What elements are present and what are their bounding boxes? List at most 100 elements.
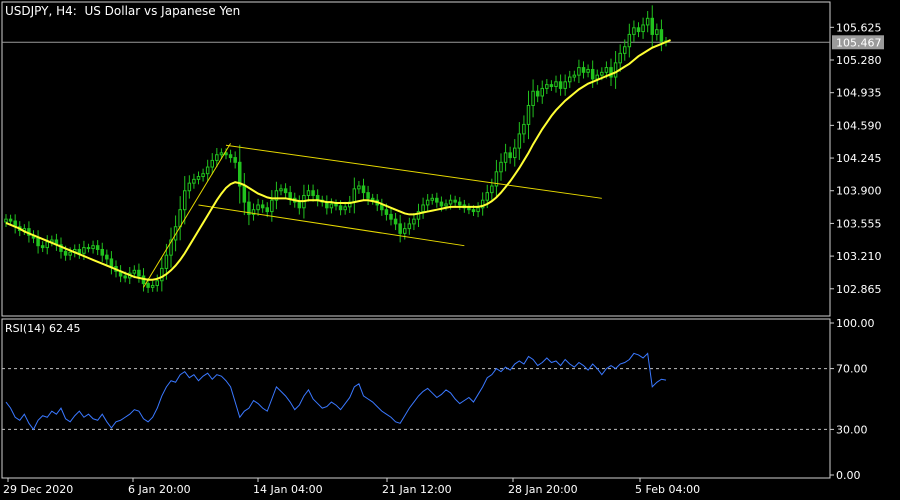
candle-body [187, 182, 192, 192]
candle-body [453, 199, 457, 203]
time-axis-label: 21 Jan 12:00 [382, 483, 452, 496]
candle-body [595, 74, 600, 80]
candle-body [393, 218, 398, 225]
candle-body [242, 185, 247, 203]
candle-body [609, 67, 613, 78]
candle-body [146, 283, 150, 288]
candle-body [91, 245, 95, 250]
candle-body [522, 123, 526, 135]
candle-body [45, 241, 50, 249]
candle-body [398, 223, 402, 234]
rsi-title: RSI(14) 62.45 [5, 322, 81, 335]
price-axis-label: 102.865 [836, 283, 882, 296]
candle-body [480, 199, 485, 209]
time-axis-label: 29 Dec 2020 [3, 483, 73, 496]
candle-body [210, 159, 215, 168]
candle-body [215, 154, 219, 161]
candle-body [563, 81, 567, 89]
candle-body [352, 188, 357, 203]
candle-body [160, 267, 164, 282]
price-axis-label: 103.555 [836, 217, 882, 230]
candle-body [545, 84, 549, 89]
candle-body [590, 68, 595, 80]
candle-body [517, 133, 522, 149]
candle-body [430, 197, 435, 201]
candle-body [334, 203, 338, 207]
candle-body [645, 17, 650, 26]
time-axis: 29 Dec 2020 6 Jan 20:00 14 Jan 04:00 21 Jan… [3, 478, 700, 496]
candle-body [366, 192, 370, 199]
candle-body [421, 204, 425, 213]
candle-body [416, 211, 421, 220]
candle-body [485, 192, 490, 201]
candle-body [247, 201, 251, 215]
candle-body [632, 27, 636, 35]
candle-body [357, 185, 361, 190]
candle-body [499, 161, 503, 173]
candle-body [549, 84, 554, 88]
rsi-axis-label: 0.00 [836, 469, 861, 482]
price-panel-frame [1, 1, 831, 317]
candle-body [132, 269, 137, 274]
candle-body [279, 188, 283, 192]
candle-body [77, 248, 82, 254]
candle-body [535, 90, 540, 97]
price-channel [143, 143, 602, 288]
candle-body [274, 190, 279, 201]
rsi-panel-frame [1, 318, 831, 479]
rsi-axis-label: 100.00 [836, 317, 875, 330]
candle-body [297, 201, 302, 209]
candle-body [476, 207, 480, 213]
candle-body [196, 176, 201, 180]
candle-body [109, 258, 114, 268]
candle-body [389, 213, 393, 220]
candle-body [508, 152, 512, 159]
candle-body [448, 199, 453, 205]
candle-body [425, 199, 430, 206]
candle-body [311, 190, 315, 196]
rsi-plot [2, 352, 830, 431]
time-axis-label: 6 Jan 20:00 [128, 483, 191, 496]
candle-body [604, 67, 609, 73]
candle-body [256, 204, 260, 211]
time-axis-label: 28 Jan 20:00 [508, 483, 578, 496]
candle-body [380, 204, 384, 211]
candle-body [503, 152, 508, 163]
candle-body [228, 154, 233, 159]
candles-group [4, 5, 668, 293]
candle-body [444, 203, 448, 207]
price-plot [2, 5, 830, 293]
candle-body [8, 218, 13, 222]
rsi-line [5, 352, 667, 431]
candle-body [627, 33, 632, 48]
candle-body [4, 218, 8, 223]
candle-body [283, 188, 288, 194]
candle-body [105, 254, 109, 260]
candle-body [169, 239, 173, 256]
candle-body [150, 284, 155, 288]
candle-body [613, 62, 618, 78]
candle-body [205, 166, 210, 175]
candle-body [137, 269, 141, 277]
candle-body [123, 275, 127, 279]
rsi-axis-label: 30.00 [836, 423, 868, 436]
candle-body [526, 104, 531, 125]
candle-body [251, 209, 256, 215]
price-axis-label: 105.625 [836, 21, 882, 34]
candle-body [581, 67, 586, 73]
candle-body [343, 206, 347, 211]
candle-body [402, 228, 407, 234]
candle-body [600, 71, 604, 76]
candle-body [471, 209, 476, 213]
candle-body [554, 81, 558, 88]
rsi-level-lines [2, 368, 830, 430]
candle-body [63, 250, 68, 256]
candle-body [636, 27, 641, 33]
price-axis-label: 104.935 [836, 87, 882, 100]
candle-body [270, 199, 274, 213]
price-axis-label: 103.210 [836, 250, 882, 263]
price-axis-label: 104.590 [836, 119, 882, 132]
trend-line [143, 143, 232, 288]
